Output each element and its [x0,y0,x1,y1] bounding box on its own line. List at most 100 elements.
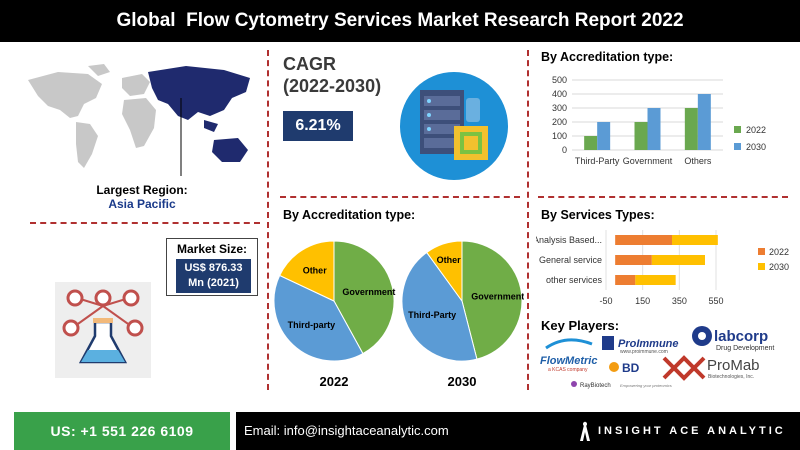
pie-slice-label: Third-party [288,320,336,330]
chart4-bar-2030 [672,235,718,245]
chart1-category-label: Others [684,156,712,166]
chart1-bar-2030 [597,122,611,150]
cagr-title-line1: CAGR [283,54,336,74]
market-size-value-line1: US$ 876.33 [184,262,243,274]
pie-chart-2022: Government Third-party Other [273,240,395,362]
chart1-y-tick: 400 [552,89,567,99]
bd-logo: BD [609,361,640,375]
chart1-legend-label: 2030 [746,142,766,152]
chart4-x-tick: 150 [635,296,650,306]
pie-slice-label: Government [471,291,524,301]
cagr-value: 6.21% [283,111,353,141]
accreditation-bar-chart: 0 100 200 300 400 500 Third-Party Government Oth… [552,75,766,166]
key-player-proimmune: ProImmune [618,338,679,350]
chart1-legend-label: 2022 [746,125,766,135]
brand-logo-icon [580,421,590,441]
chart4-bar-2022 [615,275,636,285]
footer-email[interactable]: Email: info@insightaceanalytic.com [244,423,449,438]
services-bar-chart: -50 150 350 550 Analysis Based... General ser… [536,230,789,306]
footer-phone[interactable]: US: +1 551 226 6109 [50,423,194,439]
pie-caption-2022: 2022 [319,374,349,389]
chart4-category-label: Analysis Based... [536,235,602,245]
chart1-category-label: Third-Party [575,156,620,166]
chart1-y-tick: 200 [552,117,567,127]
chart1-bar-2030 [697,94,711,150]
raybiotech-logo: RayBiotech Empowering your proteomics [571,381,672,389]
pie-slice [279,240,335,302]
promab-logo: ProMab Biotechnologies, Inc. [662,355,760,381]
pie-slice [273,274,364,362]
chart1-title: By Accreditation type: [541,50,674,64]
chart1-bar-2022 [584,136,598,150]
chart4-bar-2022 [615,255,652,265]
pie-slice-label: Government [342,287,395,297]
chart1-bar-2022 [684,108,698,150]
pie-slice [461,240,523,360]
key-players-logos: ProImmune www.proimmune.com labcorp Drug… [540,326,774,389]
flowmetric-logo: FlowMetric a KCAS company [540,338,597,373]
lab-flask-icon [55,282,151,378]
divider-right-horizontal [538,196,788,198]
labcorp-logo: labcorp Drug Development [692,326,774,352]
chart4-category-label: General service [539,255,602,265]
chart1-bar-2030 [647,108,661,150]
key-player-promab-sub: Biotechnologies, Inc. [708,374,754,380]
chart4-legend-label: 2030 [769,262,789,272]
pie-slice-label: Third-Party [408,310,456,320]
chart4-x-tick: -50 [599,296,612,306]
chart4-bar-2030 [635,275,676,285]
divider-left [267,50,269,390]
market-size-value: US$ 876.33 Mn (2021) [176,259,251,293]
chart1-y-tick: 0 [562,145,567,155]
chart4-legend-label: 2022 [769,247,789,257]
chart4-bar-2022 [615,235,672,245]
key-player-raybiotech: RayBiotech [580,383,611,389]
footer-brand: INSIGHT ACE ANALYTIC [598,425,786,437]
pie-slice-label: Other [303,266,328,276]
pie-chart-2030: Government Third-Party Other [401,240,524,362]
pie-section-title: By Accreditation type: [283,208,416,222]
market-size-value-line2: Mn (2021) [188,277,239,289]
cagr-title-line2: (2022-2030) [283,76,382,96]
pie-slice-label: Other [437,255,462,265]
chart1-y-tick: 300 [552,103,567,113]
chart1-y-tick: 500 [552,75,567,85]
pie-slice [401,251,478,362]
footer-phone-box [14,412,230,450]
proimmune-logo: ProImmune www.proimmune.com [602,336,679,355]
pie-slice [333,240,395,355]
key-player-proimmune-sub: www.proimmune.com [620,349,668,355]
chart1-legend-swatch [734,126,741,133]
key-player-labcorp-sub: Drug Development [716,345,774,352]
market-size-label: Market Size: [176,242,248,256]
key-player-raybiotech-sub: Empowering your proteomics [620,383,672,388]
chart4-legend-swatch [758,263,765,270]
page-title: Global Flow Cytometry Services Market Re… [116,10,684,31]
region-label: Largest Region: [96,183,188,197]
region-value: Asia Pacific [108,197,176,211]
chart1-bar-2022 [634,122,648,150]
chart1-y-tick: 100 [552,131,567,141]
chart4-category-label: other services [546,275,603,285]
chart4-bar-2030 [651,255,705,265]
world-map-icon [28,64,250,176]
divider-middle-horizontal [280,196,520,198]
footer-bar [236,412,800,450]
pie-slice [426,240,463,303]
chart1-legend-swatch [734,143,741,150]
key-player-labcorp: labcorp [714,328,768,345]
divider-left-horizontal [30,222,260,224]
server-chip-icon [400,72,508,180]
chart1-category-label: Government [623,156,673,166]
key-player-promab: ProMab [707,357,760,374]
key-players-title: Key Players: [541,318,620,333]
chart4-x-tick: 350 [672,296,687,306]
key-player-bd: BD [622,361,640,375]
cagr-title: CAGR (2022-2030) [283,53,381,97]
chart4-x-tick: 550 [708,296,723,306]
key-player-flowmetric-sub: a KCAS company [548,367,588,373]
divider-right [527,50,529,390]
header-bar: Global Flow Cytometry Services Market Re… [0,0,800,42]
pie-caption-2030: 2030 [447,374,477,389]
chart4-title: By Services Types: [541,208,655,222]
